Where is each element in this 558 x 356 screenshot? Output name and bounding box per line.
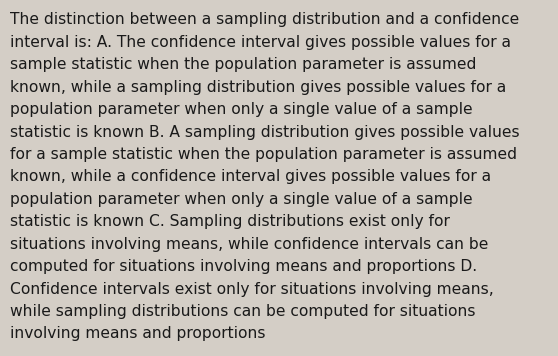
Text: involving means and proportions: involving means and proportions (10, 326, 266, 341)
Text: The distinction between a sampling distribution and a confidence: The distinction between a sampling distr… (10, 12, 519, 27)
Text: Confidence intervals exist only for situations involving means,: Confidence intervals exist only for situ… (10, 282, 494, 297)
Text: computed for situations involving means and proportions D.: computed for situations involving means … (10, 259, 477, 274)
Text: statistic is known B. A sampling distribution gives possible values: statistic is known B. A sampling distrib… (10, 125, 519, 140)
Text: known, while a confidence interval gives possible values for a: known, while a confidence interval gives… (10, 169, 491, 184)
Text: population parameter when only a single value of a sample: population parameter when only a single … (10, 192, 473, 207)
Text: for a sample statistic when the population parameter is assumed: for a sample statistic when the populati… (10, 147, 517, 162)
Text: interval is: A. The confidence interval gives possible values for a: interval is: A. The confidence interval … (10, 35, 511, 50)
Text: while sampling distributions can be computed for situations: while sampling distributions can be comp… (10, 304, 475, 319)
Text: sample statistic when the population parameter is assumed: sample statistic when the population par… (10, 57, 477, 72)
Text: situations involving means, while confidence intervals can be: situations involving means, while confid… (10, 237, 488, 252)
Text: population parameter when only a single value of a sample: population parameter when only a single … (10, 102, 473, 117)
Text: statistic is known C. Sampling distributions exist only for: statistic is known C. Sampling distribut… (10, 214, 450, 229)
Text: known, while a sampling distribution gives possible values for a: known, while a sampling distribution giv… (10, 80, 506, 95)
